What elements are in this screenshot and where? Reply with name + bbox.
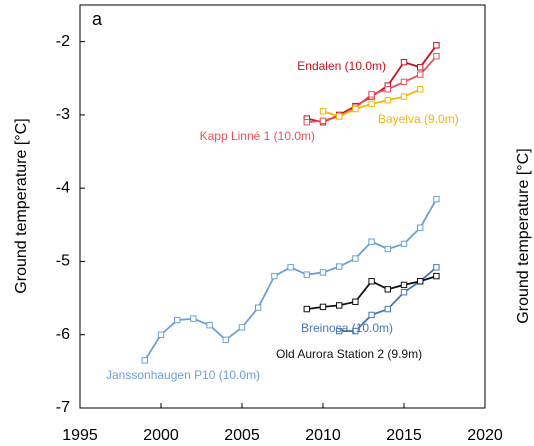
series-label: Bayelva (9.0m) xyxy=(378,112,459,126)
point-marker xyxy=(206,322,213,329)
x-tick-label: 2010 xyxy=(305,427,341,444)
point-marker xyxy=(384,305,392,313)
point-marker xyxy=(336,302,343,309)
point-marker xyxy=(319,269,327,276)
point-marker xyxy=(368,278,375,285)
point-marker xyxy=(319,117,327,124)
point-marker xyxy=(352,298,359,305)
y-tick-label: -3 xyxy=(56,106,70,123)
point-marker xyxy=(368,238,375,245)
point-marker xyxy=(336,113,343,120)
y-tick-label: -4 xyxy=(56,179,70,196)
point-marker xyxy=(433,264,440,271)
x-tick-label: 2015 xyxy=(386,427,422,444)
point-marker xyxy=(287,264,294,271)
point-marker xyxy=(368,311,375,319)
point-marker xyxy=(400,240,408,248)
series-line xyxy=(306,44,438,124)
plot-frame xyxy=(79,4,486,409)
y-axis-label: Ground temperature [°C] xyxy=(13,118,30,293)
point-marker xyxy=(417,71,424,78)
point-marker xyxy=(417,278,424,285)
point-marker xyxy=(417,224,424,231)
y-tick-label: -7 xyxy=(56,399,70,416)
point-marker xyxy=(417,64,424,71)
point-marker xyxy=(417,86,424,93)
y-tick-label: -6 xyxy=(56,326,70,343)
point-marker xyxy=(255,304,262,311)
series-label: Breinosa (10.0m) xyxy=(301,321,393,335)
y-axis-label-right: Ground temperature [°C] xyxy=(515,148,532,323)
point-marker xyxy=(384,245,392,253)
point-marker xyxy=(400,93,408,100)
point-marker xyxy=(433,53,440,60)
point-marker xyxy=(384,86,392,93)
point-marker xyxy=(433,272,440,280)
point-marker xyxy=(271,272,278,280)
series-label: Janssonhaugen P10 (10.0m) xyxy=(106,368,260,382)
point-marker xyxy=(400,281,408,289)
point-marker xyxy=(303,119,311,126)
x-tick-label: 2005 xyxy=(224,427,260,444)
point-marker xyxy=(384,286,392,293)
point-marker xyxy=(303,271,311,278)
point-marker xyxy=(222,336,230,344)
point-marker xyxy=(352,105,359,113)
y-tick-label: -2 xyxy=(56,33,70,50)
point-marker xyxy=(368,100,375,108)
point-marker xyxy=(238,324,246,331)
point-marker xyxy=(141,357,149,364)
point-marker xyxy=(368,91,375,98)
series-line xyxy=(144,198,438,361)
point-marker xyxy=(352,255,359,262)
point-marker xyxy=(319,303,327,311)
point-marker xyxy=(336,327,343,335)
point-marker xyxy=(336,263,343,270)
series-label: Old Aurora Station 2 (9.9m) xyxy=(276,347,422,361)
point-marker xyxy=(400,78,408,86)
point-marker xyxy=(319,108,327,115)
point-marker xyxy=(190,315,197,322)
x-tick-label: 1995 xyxy=(62,427,98,444)
point-marker xyxy=(352,327,359,335)
point-marker xyxy=(303,305,311,313)
point-marker xyxy=(400,58,408,66)
x-tick-label: 2000 xyxy=(143,427,179,444)
point-marker xyxy=(400,289,408,296)
point-marker xyxy=(174,316,181,324)
series-label: Kapp Linné 1 (10.0m) xyxy=(200,129,315,143)
point-marker xyxy=(433,195,440,203)
panel-label: a xyxy=(92,9,103,29)
point-marker xyxy=(157,331,165,338)
y-tick-label: -5 xyxy=(56,253,70,270)
series-label: Endalen (10.0m) xyxy=(297,59,386,73)
x-tick-label: 2020 xyxy=(467,427,503,444)
point-marker xyxy=(433,42,440,49)
point-marker xyxy=(384,97,392,104)
